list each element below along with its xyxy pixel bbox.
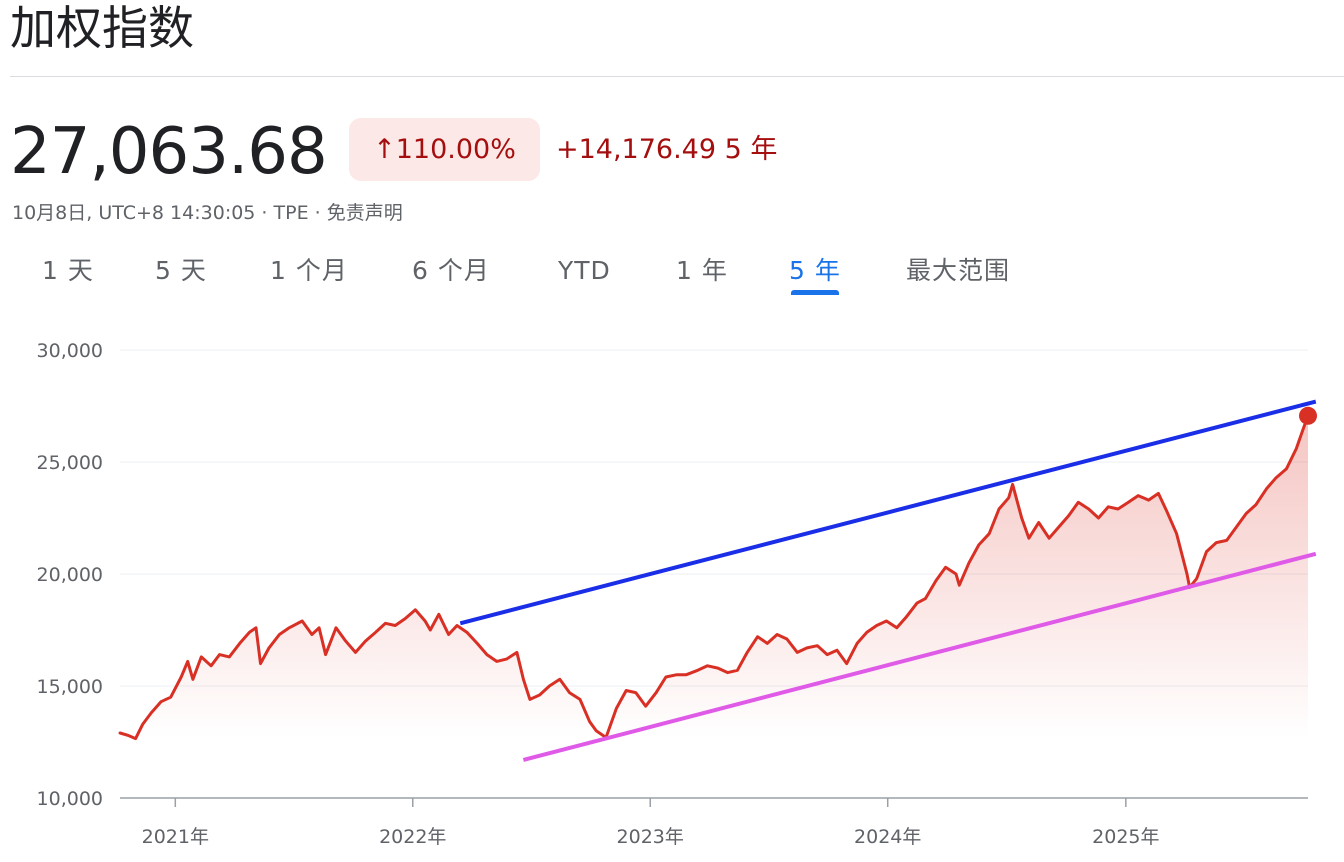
series-line bbox=[118, 414, 1310, 741]
tab-5-year[interactable]: 5 年 bbox=[789, 256, 841, 285]
upper-trendline bbox=[459, 399, 1317, 626]
timestamp-meta: 10月8日, UTC+8 14:30:05 · TPE · 免责声明 bbox=[12, 202, 403, 224]
x-tick-label: 2024年 bbox=[854, 826, 921, 848]
active-tab-indicator bbox=[791, 290, 839, 295]
tab-max[interactable]: 最大范围 bbox=[906, 256, 1011, 285]
y-tick-label: 30,000 bbox=[37, 340, 103, 362]
header-divider bbox=[10, 76, 1344, 77]
page-title: 加权指数 bbox=[10, 1, 194, 55]
x-tick-label: 2025年 bbox=[1092, 826, 1159, 848]
series-area-fill bbox=[120, 415, 1308, 739]
index-price: 27,063.68 bbox=[10, 115, 328, 189]
x-tick-label: 2022年 bbox=[379, 826, 446, 848]
tab-1-month[interactable]: 1 个月 bbox=[270, 256, 348, 285]
tab-1-day[interactable]: 1 天 bbox=[42, 256, 94, 285]
x-tick-label: 2023年 bbox=[617, 826, 684, 848]
tab-ytd[interactable]: YTD bbox=[558, 256, 611, 285]
tab-6-month[interactable]: 6 个月 bbox=[412, 256, 490, 285]
tab-5-day[interactable]: 5 天 bbox=[155, 256, 207, 285]
x-tick-label: 2021年 bbox=[142, 826, 209, 848]
y-tick-label: 10,000 bbox=[37, 788, 103, 810]
percent-change-badge: ↑110.00% bbox=[349, 118, 540, 181]
tab-1-year[interactable]: 1 年 bbox=[676, 256, 728, 285]
y-tick-label: 20,000 bbox=[37, 564, 103, 586]
lower-trendline bbox=[522, 551, 1317, 762]
y-tick-label: 25,000 bbox=[37, 452, 103, 474]
current-value-point bbox=[1299, 406, 1317, 425]
absolute-change: +14,176.49 5 年 bbox=[556, 134, 778, 165]
y-tick-label: 15,000 bbox=[37, 676, 103, 698]
